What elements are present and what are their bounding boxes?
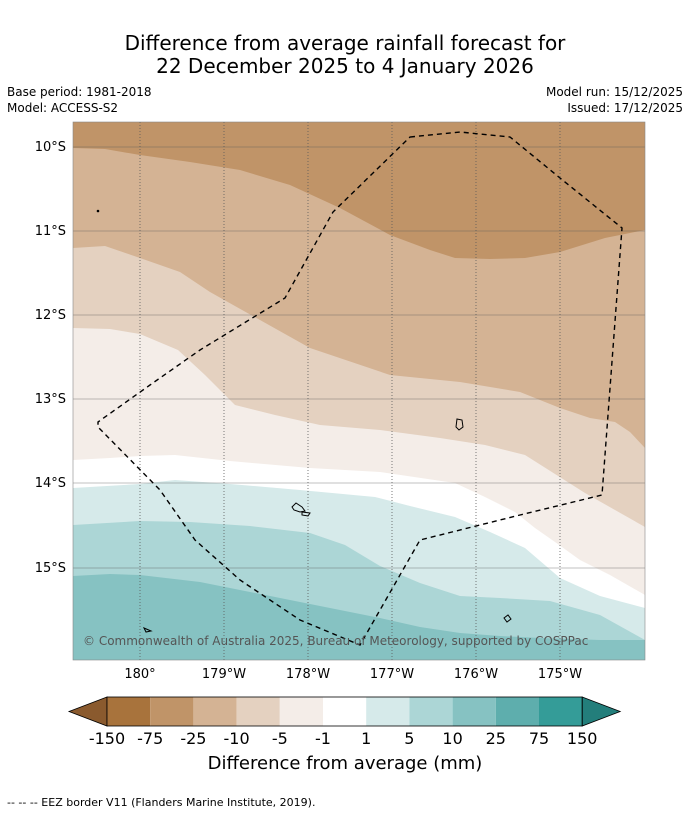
latitude-gridlines xyxy=(73,146,645,569)
colorbar-tick-label: 10 xyxy=(442,729,462,748)
colorbar-tick-label: 150 xyxy=(567,729,598,748)
colorbar-tick-label: 75 xyxy=(529,729,549,748)
colorbar-swatch xyxy=(236,697,280,726)
colorbar-swatch xyxy=(495,697,539,726)
lon-label: 179°W xyxy=(202,667,246,682)
lon-label: 176°W xyxy=(454,667,498,682)
colorbar-extend-high xyxy=(581,696,622,727)
colorbar-tick-label: 1 xyxy=(361,729,371,748)
colorbar-swatch xyxy=(409,697,453,726)
eez-border xyxy=(97,131,623,646)
colorbar-extend-low xyxy=(67,696,108,727)
map-frame xyxy=(72,121,646,661)
colorbar-swatch xyxy=(366,697,410,726)
copyright-text: © Commonwealth of Australia 2025, Bureau… xyxy=(83,634,588,648)
island-central-small xyxy=(301,511,311,517)
island-southeast xyxy=(503,614,512,623)
lon-label: 178°W xyxy=(286,667,330,682)
colorbar-tick-label: 25 xyxy=(486,729,506,748)
colorbar-swatch xyxy=(107,697,151,726)
colorbar: -150 -75 -25 -10 -5 -1 1 5 10 25 75 150 xyxy=(67,696,622,748)
rainfall-anomaly-contours xyxy=(73,122,645,660)
colorbar-tick-label: -1 xyxy=(315,729,331,748)
lat-label: 14°S xyxy=(35,476,66,491)
lon-label: 177°W xyxy=(370,667,414,682)
colorbar-tick-label: -150 xyxy=(89,729,125,748)
colorbar-swatch xyxy=(539,697,583,726)
colorbar-tick-label: 5 xyxy=(404,729,414,748)
island-southwest xyxy=(142,627,153,633)
colorbar-title: Difference from average (mm) xyxy=(207,753,483,774)
lat-label: 11°S xyxy=(35,224,66,239)
base-period: Base period: 1981-2018 xyxy=(7,85,152,99)
model-run: Model run: 15/12/2025 xyxy=(545,85,683,99)
colorbar-tick-label: -5 xyxy=(272,729,288,748)
band-neg75-to-neg25 xyxy=(73,122,645,259)
colorbar-frame xyxy=(106,696,583,727)
lat-label: 12°S xyxy=(35,308,66,323)
colorbar-tick-label: -75 xyxy=(137,729,163,748)
lat-label: 15°S xyxy=(35,561,66,576)
island-central xyxy=(291,502,306,513)
footnote-eez: -- -- -- EEZ border V11 (Flanders Marine… xyxy=(7,796,316,809)
colorbar-swatch xyxy=(150,697,194,726)
title-line-1: Difference from average rainfall forecas… xyxy=(124,31,566,55)
issued-date: Issued: 17/12/2025 xyxy=(567,101,683,115)
colorbar-swatch xyxy=(452,697,496,726)
island-islet xyxy=(96,209,100,213)
title-line-2: 22 December 2025 to 4 January 2026 xyxy=(156,54,534,78)
coastline xyxy=(96,209,512,633)
lon-label: 175°W xyxy=(538,667,582,682)
lon-label: 180° xyxy=(124,667,155,682)
colorbar-swatch xyxy=(193,697,237,726)
colorbar-tick-label: -10 xyxy=(224,729,250,748)
model-name: Model: ACCESS-S2 xyxy=(7,101,119,115)
colorbar-swatch xyxy=(279,697,323,726)
colorbar-tick-label: -25 xyxy=(180,729,206,748)
colorbar-swatch xyxy=(323,697,367,726)
lat-label: 10°S xyxy=(35,140,66,155)
lat-label: 13°S xyxy=(35,392,66,407)
island-east xyxy=(455,418,464,431)
